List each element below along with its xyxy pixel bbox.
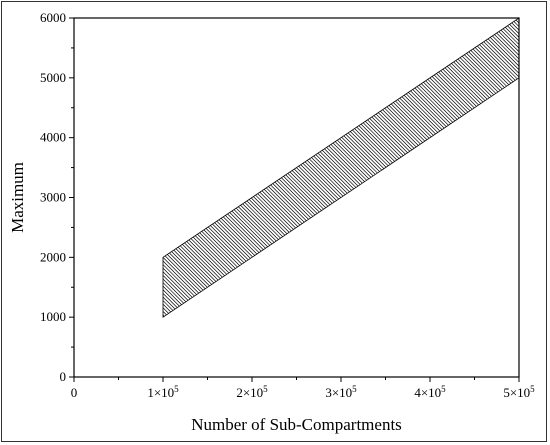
- y-tick-label: 4000: [40, 130, 66, 145]
- band-hatch: [163, 18, 519, 318]
- y-tick-label: 2000: [40, 249, 66, 264]
- x-axis-title: Number of Sub-Compartments: [191, 415, 402, 434]
- axis-ticks: [69, 17, 520, 382]
- x-tick-labels: 0 1×105 2×105 3×105 4×105 5×105: [71, 384, 535, 400]
- y-tick-label: 5000: [40, 70, 66, 85]
- y-tick-label: 6000: [40, 10, 66, 25]
- y-tick-label: 0: [60, 369, 67, 384]
- y-axis-title: Maximum: [8, 162, 27, 233]
- data-band: [162, 17, 520, 318]
- y-tick-label: 1000: [40, 309, 66, 324]
- x-tick-label: 0: [71, 385, 78, 400]
- x-tick-label: 2×105: [236, 384, 268, 400]
- y-tick-labels: 0 1000 2000 3000 4000 5000 6000: [40, 10, 66, 384]
- x-tick-label: 1×105: [147, 384, 179, 400]
- x-tick-label: 4×105: [414, 384, 446, 400]
- y-tick-label: 3000: [40, 190, 66, 205]
- x-tick-label: 5×105: [503, 384, 535, 400]
- x-tick-label: 3×105: [325, 384, 357, 400]
